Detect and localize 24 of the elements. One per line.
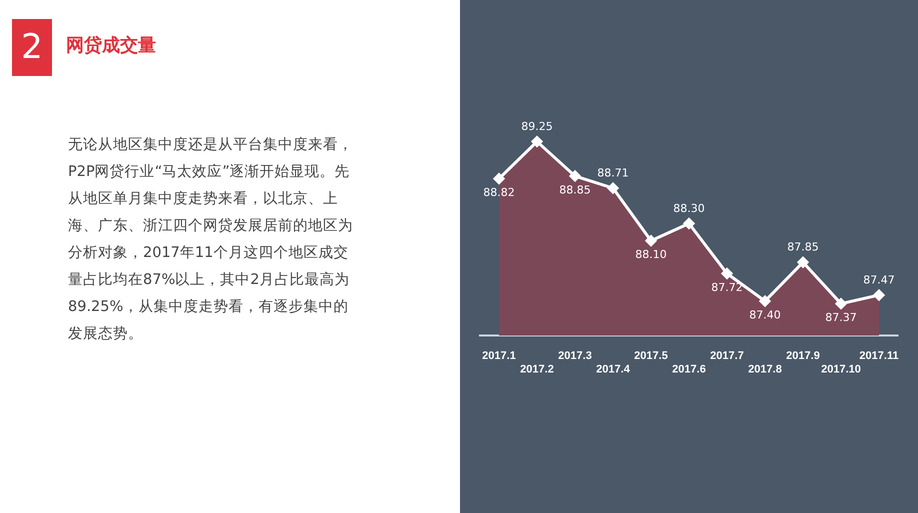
data-label: 87.85	[787, 240, 819, 254]
data-label: 89.25	[521, 120, 553, 133]
data-label: 88.10	[635, 248, 667, 262]
x-tick-label: 2017.3	[558, 350, 592, 362]
x-tick-label: 2017.1	[482, 350, 516, 362]
text: 2	[12, 19, 52, 76]
x-tick-label: 2017.5	[634, 350, 668, 362]
x-tick-label: 2017.8	[748, 363, 782, 376]
x-tick-label: 2017.11	[859, 350, 899, 362]
x-tick-label: 2017.4	[596, 363, 631, 376]
data-label: 88.85	[559, 183, 591, 196]
x-tick-label: 2017.6	[672, 363, 706, 376]
text: 网贷成交量	[66, 34, 156, 57]
data-label: 87.37	[825, 311, 857, 324]
x-tick-label: 2017.9	[786, 350, 820, 362]
data-label: 87.47	[863, 273, 895, 286]
x-tick-label: 2017.2	[520, 363, 554, 376]
x-tick-label: 2017.10	[821, 363, 861, 376]
text: 无论从地区集中度还是从平台集中度来看，P2P网贷行业“马太效应”逐渐开始显现。先从地区单月集中度走势来看，以北京、上海、广东、浙江四个网贷发展居前的地区为分析对象，2017年11个月这四个地区成交量占比均在87%以上，其中2月占比最高为89.25%，从集中度走势看，有逐步集中的发展态势。	[68, 136, 354, 344]
x-tick-label: 2017.7	[710, 350, 744, 362]
data-label: 87.40	[749, 308, 781, 322]
data-label: 88.71	[597, 166, 629, 180]
data-label: 88.30	[673, 202, 705, 215]
data-label: 88.82	[483, 186, 515, 200]
